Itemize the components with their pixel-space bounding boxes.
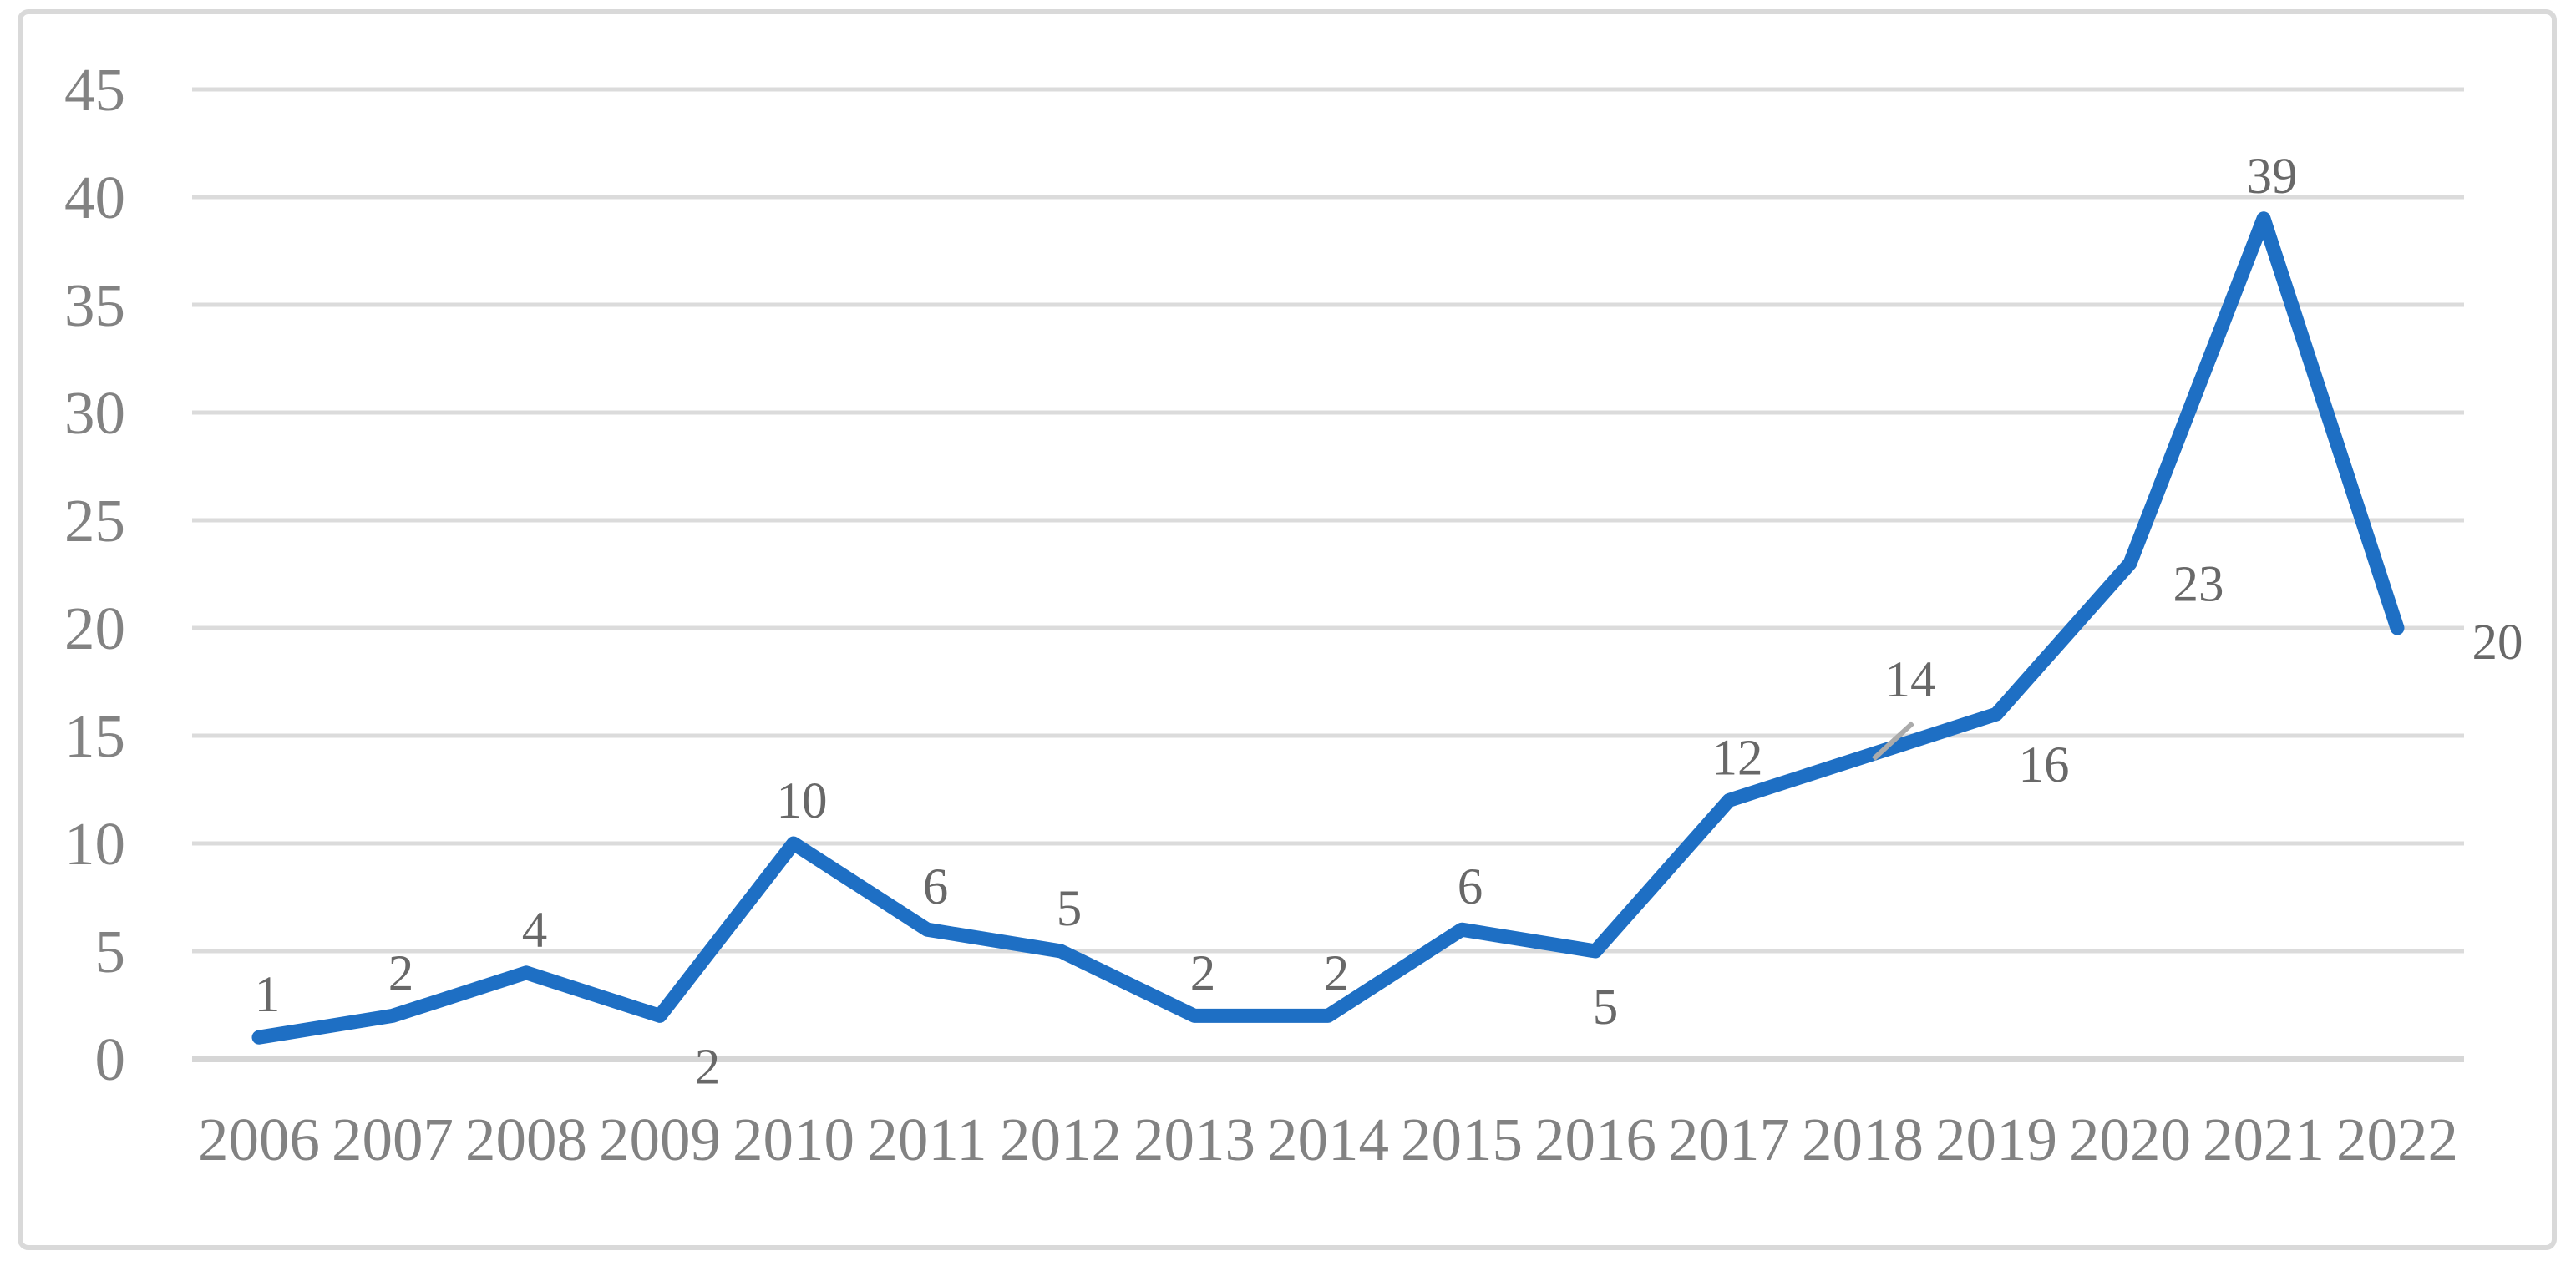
series-line xyxy=(251,211,2405,1045)
data-label-2016: 5 xyxy=(1593,980,1619,1035)
data-label-2019: 16 xyxy=(2019,737,2070,793)
data-label-2020: 23 xyxy=(2173,557,2224,613)
y-tick-label-30: 30 xyxy=(64,379,125,447)
data-label-2008: 4 xyxy=(522,903,548,959)
y-tick-label-5: 5 xyxy=(95,918,126,985)
x-tick-label-2020: 2020 xyxy=(2069,1106,2191,1173)
data-label-2018: 14 xyxy=(1885,652,1936,708)
x-tick-label-2010: 2010 xyxy=(733,1106,854,1173)
x-tick-label-2011: 2011 xyxy=(867,1106,986,1173)
data-label-2012: 5 xyxy=(1057,881,1083,937)
x-tick-label-2022: 2022 xyxy=(2336,1106,2458,1173)
data-label-2022: 20 xyxy=(2472,615,2523,671)
y-tick-label-0: 0 xyxy=(95,1025,126,1093)
data-label-2015: 6 xyxy=(1458,859,1483,915)
x-tick-label-2009: 2009 xyxy=(599,1106,721,1173)
y-tick-label-25: 25 xyxy=(64,487,125,554)
x-tick-label-2013: 2013 xyxy=(1133,1106,1255,1173)
x-tick-label-2012: 2012 xyxy=(1000,1106,1122,1173)
x-tick-label-2021: 2021 xyxy=(2203,1106,2325,1173)
x-tick-label-2007: 2007 xyxy=(332,1106,454,1173)
y-tick-label-45: 45 xyxy=(64,56,125,124)
x-tick-label-2018: 2018 xyxy=(1802,1106,1924,1173)
data-label-2014: 2 xyxy=(1324,945,1350,1001)
data-label-2009: 2 xyxy=(695,1039,721,1095)
x-tick-label-2006: 2006 xyxy=(198,1106,320,1173)
x-tick-label-2015: 2015 xyxy=(1401,1106,1523,1173)
y-tick-label-20: 20 xyxy=(64,595,125,662)
data-label-2006: 1 xyxy=(255,967,281,1023)
data-label-2011: 6 xyxy=(923,859,949,915)
x-tick-label-2017: 2017 xyxy=(1668,1106,1790,1173)
x-tick-label-2016: 2016 xyxy=(1534,1106,1656,1173)
y-tick-label-35: 35 xyxy=(64,271,125,339)
data-label-2010: 10 xyxy=(777,773,828,829)
x-tick-label-2019: 2019 xyxy=(1935,1106,2057,1173)
x-tick-label-2008: 2008 xyxy=(465,1106,587,1173)
figure-frame xyxy=(18,9,2557,1250)
data-label-2013: 2 xyxy=(1190,945,1216,1001)
data-label-leader-line-2018 xyxy=(1871,721,1915,762)
x-tick-label-2014: 2014 xyxy=(1267,1106,1389,1173)
data-label-2017: 12 xyxy=(1712,730,1763,786)
y-tick-label-40: 40 xyxy=(64,164,125,231)
y-tick-label-10: 10 xyxy=(64,810,125,878)
data-label-2021: 39 xyxy=(2247,149,2298,205)
y-tick-label-15: 15 xyxy=(64,702,125,770)
data-label-2007: 2 xyxy=(388,945,414,1001)
